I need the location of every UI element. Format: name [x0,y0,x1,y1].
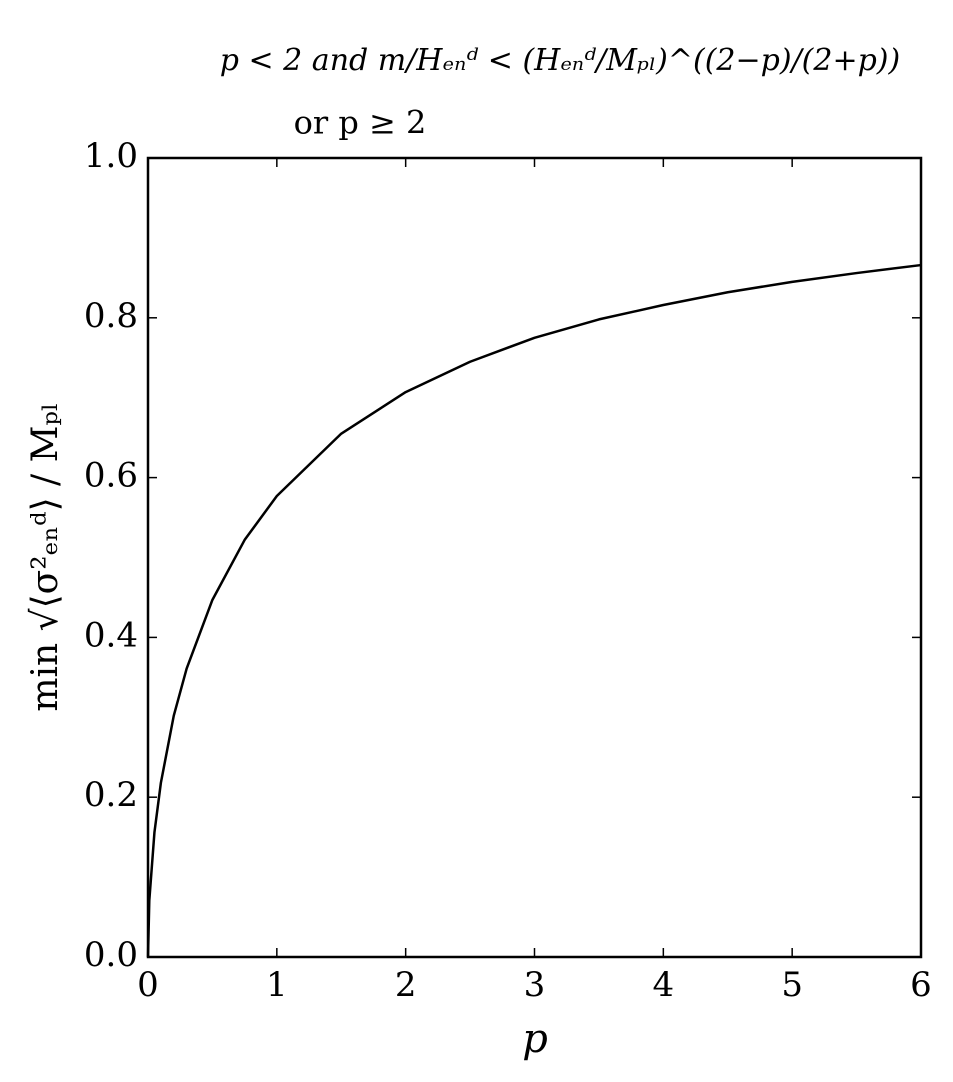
x-tick-label: 0 [137,965,159,1005]
x-tick-label: 4 [653,965,675,1005]
x-tick-label: 3 [524,965,546,1005]
x-tick-label: 5 [781,965,803,1005]
x-tick-label: 6 [910,965,932,1005]
chart-title: p < 2 and m/Hₑₙᵈ < (Hₑₙᵈ/Mₚₗ)^((2−p)/(2+… [220,43,900,78]
data-line [146,263,922,958]
y-tick-label: 0.0 [84,935,138,975]
y-axis-label: min √⟨σ²ₑₙᵈ⟩ / Mₚₗ [25,402,66,711]
y-tick-label: 0.6 [84,456,138,496]
y-tick-label: 0.8 [84,296,138,336]
x-tick-label: 1 [266,965,288,1005]
x-tick-label: 2 [395,965,417,1005]
x-axis-label: p [522,1016,548,1062]
plot-frame [146,156,923,959]
y-tick-label: 0.4 [84,615,138,655]
y-tick-label: 1.0 [84,136,138,176]
chart-subtitle: or p ≥ 2 [294,104,427,142]
y-tick-label: 0.2 [84,775,138,815]
